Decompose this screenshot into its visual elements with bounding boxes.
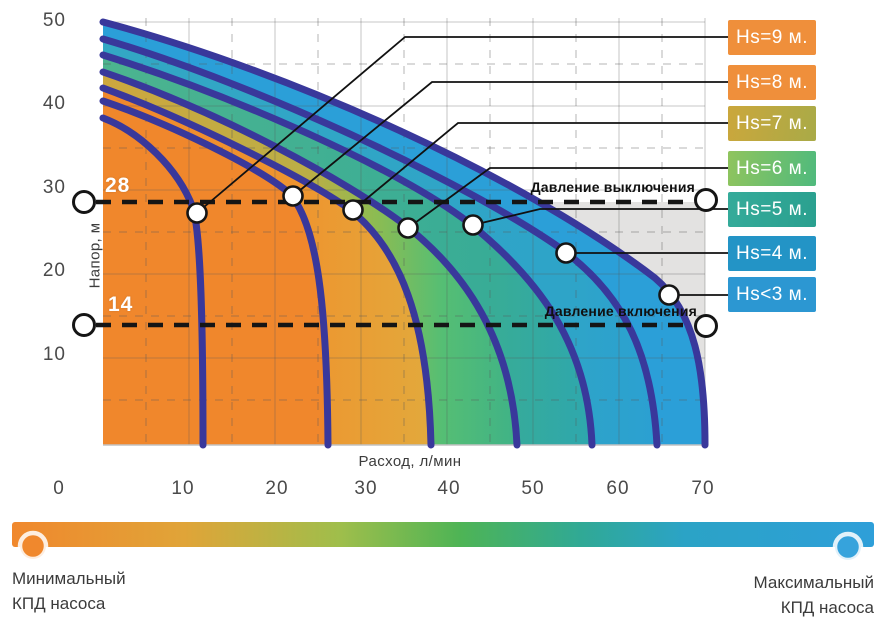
pressure-line-end-markers bbox=[72, 188, 718, 338]
curve-label-hs8: Hs=8 м. bbox=[728, 65, 816, 100]
min-efficiency-marker bbox=[17, 530, 49, 562]
y-axis-title: Напор, м bbox=[86, 222, 104, 289]
x-tick-50: 50 bbox=[521, 478, 545, 499]
x-tick-60: 60 bbox=[606, 478, 630, 499]
cutin-pressure-label: Давление включения bbox=[544, 303, 697, 319]
cutoff-pressure-label: Давление выключения bbox=[530, 179, 695, 195]
curve-label-hs7: Hs=7 м. bbox=[728, 106, 816, 141]
x-tick-20: 20 bbox=[265, 478, 289, 499]
y-tick-40: 40 bbox=[42, 93, 66, 114]
cutin-pressure-value: 14 bbox=[108, 293, 134, 316]
max-efficiency-label: Максимальный КПД насоса bbox=[754, 570, 874, 619]
label-connectors bbox=[196, 36, 728, 296]
curve-label-hs9: Hs=9 м. bbox=[728, 20, 816, 55]
max-efficiency-line1: Максимальный bbox=[753, 573, 874, 592]
y-tick-50: 50 bbox=[42, 10, 66, 31]
min-efficiency-line2: КПД насоса bbox=[12, 594, 106, 613]
cutoff-pressure-value: 28 bbox=[105, 174, 131, 197]
pressure-lines bbox=[96, 199, 694, 328]
curve-label-hs4: Hs=4 м. bbox=[728, 236, 816, 271]
curve-marker-dots bbox=[186, 185, 680, 306]
curve-label-hs6: Hs=6 м. bbox=[728, 151, 816, 186]
x-tick-0: 0 bbox=[53, 478, 65, 499]
min-efficiency-line1: Минимальный bbox=[12, 569, 126, 588]
y-tick-20: 20 bbox=[42, 260, 66, 281]
y-tick-10: 10 bbox=[42, 344, 66, 365]
y-tick-30: 30 bbox=[42, 177, 66, 198]
x-tick-30: 30 bbox=[354, 478, 378, 499]
x-tick-10: 10 bbox=[171, 478, 195, 499]
curve-label-hs5: Hs=5 м. bbox=[728, 192, 816, 227]
curve-label-hs3: Hs<3 м. bbox=[728, 277, 816, 312]
max-efficiency-marker bbox=[832, 531, 864, 563]
x-tick-70: 70 bbox=[691, 478, 715, 499]
efficiency-gradient-bar bbox=[12, 522, 874, 563]
x-axis-title: Расход, л/мин bbox=[358, 453, 462, 470]
x-tick-40: 40 bbox=[437, 478, 461, 499]
min-efficiency-label: Минимальный КПД насоса bbox=[12, 566, 126, 616]
max-efficiency-line2: КПД насоса bbox=[780, 598, 874, 617]
